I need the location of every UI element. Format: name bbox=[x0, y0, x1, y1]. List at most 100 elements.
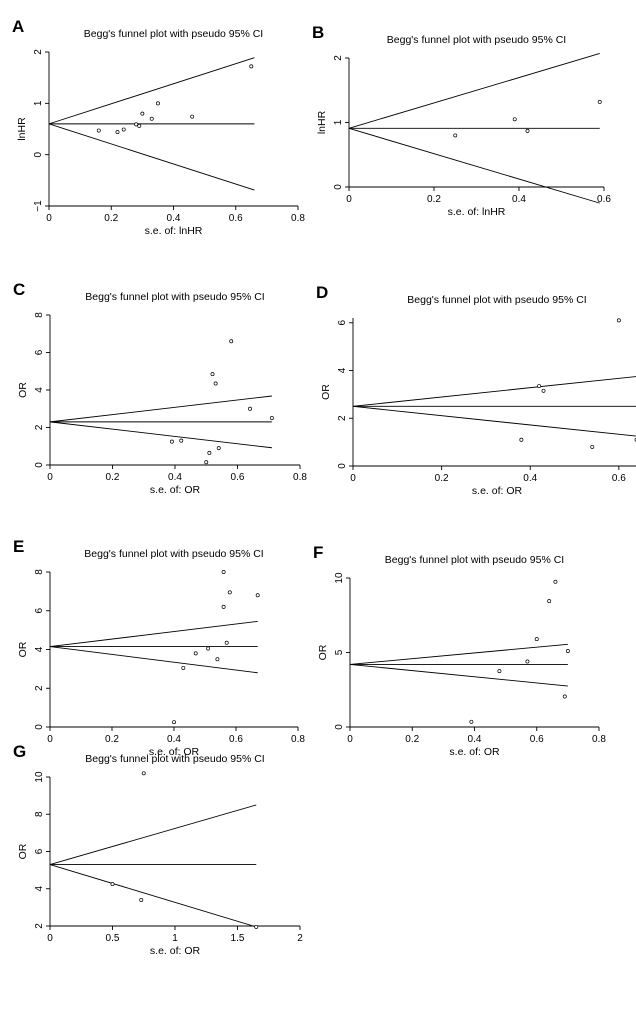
study-point bbox=[525, 128, 530, 133]
study-point bbox=[193, 651, 198, 656]
x-tick-label: 0 bbox=[46, 213, 52, 224]
y-tick-label: 10 bbox=[34, 771, 45, 783]
study-point bbox=[221, 604, 226, 609]
x-tick-label: 0 bbox=[346, 194, 352, 205]
y-axis-label: OR bbox=[17, 641, 29, 657]
study-point bbox=[590, 444, 595, 449]
ci-lower-line bbox=[348, 127, 600, 204]
panel-letter: A bbox=[12, 17, 24, 36]
study-point bbox=[547, 599, 552, 604]
study-point bbox=[155, 101, 160, 106]
study-point bbox=[512, 117, 517, 122]
y-tick-label: 6 bbox=[34, 349, 45, 355]
x-tick-label: 0.2 bbox=[105, 734, 119, 745]
x-tick-label: 2 bbox=[297, 933, 303, 944]
panel-d: D Begg's funnel plot with pseudo 95% CI 0 0… bbox=[316, 283, 636, 497]
ci-upper-line bbox=[348, 53, 600, 129]
ci-upper-line bbox=[349, 643, 568, 665]
study-point bbox=[562, 694, 567, 699]
y-tick-label: 4 bbox=[34, 646, 45, 652]
y-tick-label: 0 bbox=[34, 724, 45, 730]
study-point bbox=[141, 771, 146, 776]
panel-letter: E bbox=[13, 537, 24, 556]
y-tick-label: 1 bbox=[33, 100, 44, 106]
x-tick-label: 0.8 bbox=[291, 734, 305, 745]
panel-letter: B bbox=[312, 23, 324, 42]
panel-letter: C bbox=[13, 280, 25, 299]
panel-letter: F bbox=[313, 543, 323, 562]
chart-title: Begg's funnel plot with pseudo 95% CI bbox=[84, 548, 263, 560]
y-axis-label: lnHR bbox=[316, 110, 328, 134]
y-tick-label: 2 bbox=[34, 685, 45, 691]
x-tick-label: 0.5 bbox=[106, 933, 120, 944]
y-tick-label: 0 bbox=[34, 462, 45, 468]
ci-upper-line bbox=[49, 620, 258, 648]
panel-f: F Begg's funnel plot with pseudo 95% CI0 0… bbox=[313, 543, 606, 758]
study-point bbox=[221, 570, 226, 574]
study-point bbox=[229, 339, 234, 344]
x-tick-label: 1 bbox=[172, 933, 178, 944]
x-tick-label: 0.8 bbox=[592, 734, 606, 745]
x-tick-label: 1.5 bbox=[231, 933, 245, 944]
study-point bbox=[216, 446, 221, 451]
study-point bbox=[269, 416, 274, 421]
x-tick-label: 0.8 bbox=[293, 472, 307, 483]
study-point bbox=[541, 388, 546, 393]
x-axis-label: s.e. of: lnHR bbox=[448, 206, 506, 218]
study-point bbox=[224, 640, 229, 645]
y-tick-label: 2 bbox=[337, 415, 348, 421]
study-point bbox=[121, 127, 126, 132]
study-point bbox=[134, 122, 139, 127]
panel-e: E Begg's funnel plot with pseudo 95% CI0 0… bbox=[13, 537, 305, 758]
chart-title: Begg's funnel plot with pseudo 95% CI bbox=[85, 291, 264, 303]
x-tick-label: 0 bbox=[47, 472, 53, 483]
y-tick-label: 1 bbox=[333, 119, 344, 125]
panel-letter: G bbox=[13, 742, 26, 761]
ci-upper-line bbox=[352, 376, 636, 407]
y-tick-label: 6 bbox=[337, 320, 348, 326]
y-tick-label: 2 bbox=[34, 923, 45, 929]
x-axis-label: s.e. of: OR bbox=[150, 945, 201, 957]
x-tick-label: 0.4 bbox=[468, 734, 482, 745]
y-tick-label: 10 bbox=[334, 572, 345, 584]
x-tick-label: 0 bbox=[47, 734, 53, 745]
x-axis-label: s.e. of: lnHR bbox=[145, 225, 203, 237]
y-axis-label: OR bbox=[320, 384, 332, 400]
x-tick-label: 0.6 bbox=[229, 213, 243, 224]
ci-upper-line bbox=[49, 395, 272, 423]
study-point bbox=[254, 924, 259, 929]
x-tick-label: 0 bbox=[350, 473, 356, 484]
y-tick-label: 4 bbox=[337, 367, 348, 373]
y-tick-label: 4 bbox=[34, 387, 45, 393]
study-point bbox=[140, 111, 145, 116]
chart-title: Begg's funnel plot with pseudo 95% CI bbox=[385, 554, 564, 566]
panel-letter: D bbox=[316, 283, 328, 302]
y-tick-label: 6 bbox=[34, 848, 45, 854]
study-point bbox=[115, 130, 120, 135]
study-point bbox=[172, 720, 176, 725]
chart-title: Begg's funnel plot with pseudo 95% CI bbox=[407, 294, 586, 306]
y-tick-label: 2 bbox=[34, 424, 45, 430]
study-point bbox=[213, 381, 218, 386]
y-tick-label: 2 bbox=[333, 55, 344, 61]
study-point bbox=[227, 590, 232, 595]
x-tick-label: 0.6 bbox=[530, 734, 544, 745]
study-point bbox=[249, 64, 254, 69]
chart-title: Begg's funnel plot with pseudo 95% CI bbox=[85, 753, 264, 765]
x-tick-label: 0.4 bbox=[167, 734, 181, 745]
study-point bbox=[553, 579, 558, 584]
study-point bbox=[519, 437, 524, 442]
study-point bbox=[96, 128, 101, 133]
ci-lower-line bbox=[49, 646, 258, 674]
study-point bbox=[453, 133, 458, 138]
y-axis-label: OR bbox=[317, 644, 329, 660]
ci-upper-line bbox=[49, 804, 257, 865]
panel-g: G Begg's funnel plot with pseudo 95% CI 0 0… bbox=[13, 742, 303, 957]
ci-upper-line bbox=[48, 57, 255, 125]
study-point bbox=[137, 123, 142, 128]
x-tick-label: 0.2 bbox=[435, 473, 449, 484]
ci-lower-line bbox=[48, 123, 255, 191]
y-tick-label: 6 bbox=[34, 608, 45, 614]
study-point bbox=[537, 384, 542, 388]
